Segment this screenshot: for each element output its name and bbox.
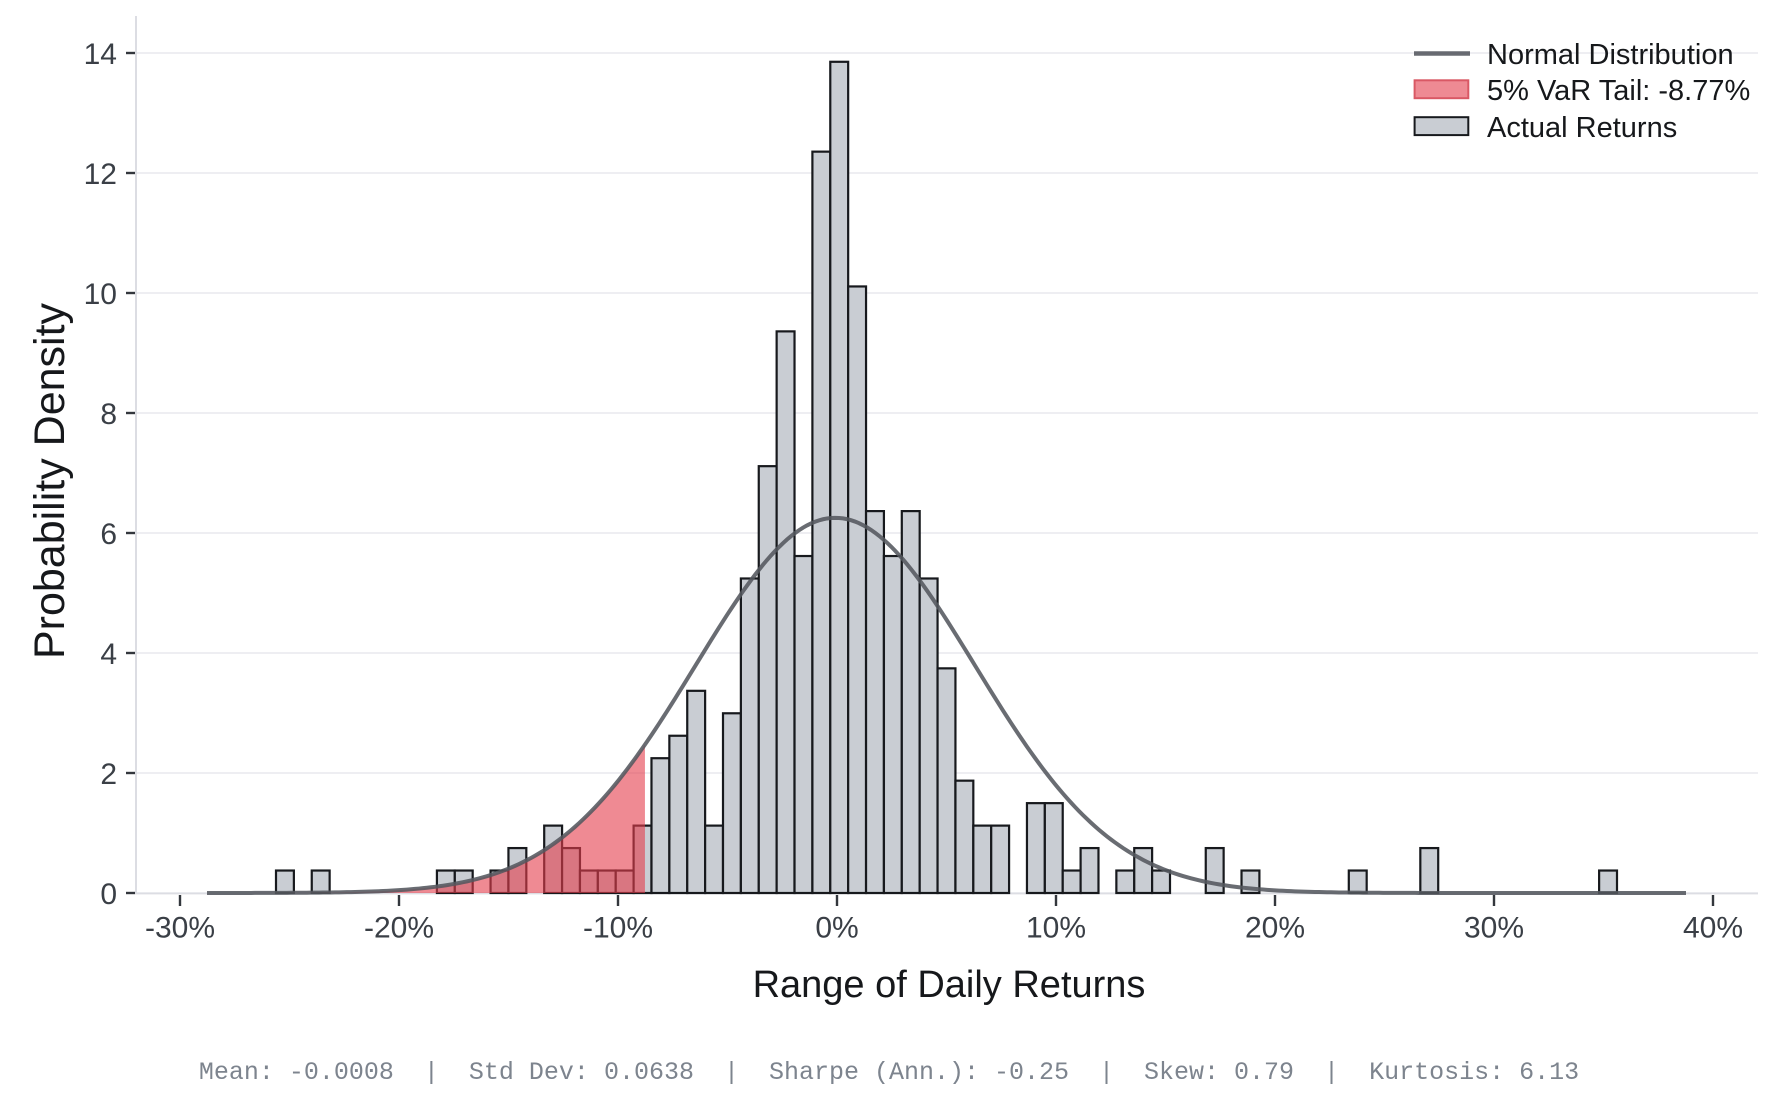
svg-text:Normal Distribution: Normal Distribution	[1487, 39, 1734, 71]
svg-text:0: 0	[100, 878, 117, 911]
svg-text:14: 14	[84, 38, 117, 71]
svg-text:10: 10	[84, 278, 117, 311]
svg-text:6: 6	[100, 518, 117, 551]
svg-text:Mean: -0.0008 | Std Dev: 0.0: Mean: -0.0008 | Std Dev: 0.0638 | Sharpe…	[199, 1058, 1579, 1087]
svg-text:30%: 30%	[1464, 912, 1524, 945]
svg-text:20%: 20%	[1245, 912, 1305, 945]
svg-text:Actual Returns: Actual Returns	[1487, 112, 1677, 144]
svg-text:4: 4	[100, 638, 117, 671]
svg-text:0%: 0%	[815, 912, 858, 945]
svg-text:-30%: -30%	[145, 912, 215, 945]
svg-text:-10%: -10%	[583, 912, 653, 945]
svg-text:40%: 40%	[1683, 912, 1743, 945]
svg-text:-20%: -20%	[364, 912, 434, 945]
svg-text:12: 12	[84, 158, 117, 191]
svg-text:10%: 10%	[1026, 912, 1086, 945]
svg-text:8: 8	[100, 398, 117, 431]
svg-text:5% VaR Tail: -8.77%: 5% VaR Tail: -8.77%	[1487, 75, 1750, 107]
svg-text:2: 2	[100, 758, 117, 791]
svg-text:Range of Daily Returns: Range of Daily Returns	[753, 964, 1146, 1006]
svg-text:Probability Density: Probability Density	[26, 302, 74, 659]
